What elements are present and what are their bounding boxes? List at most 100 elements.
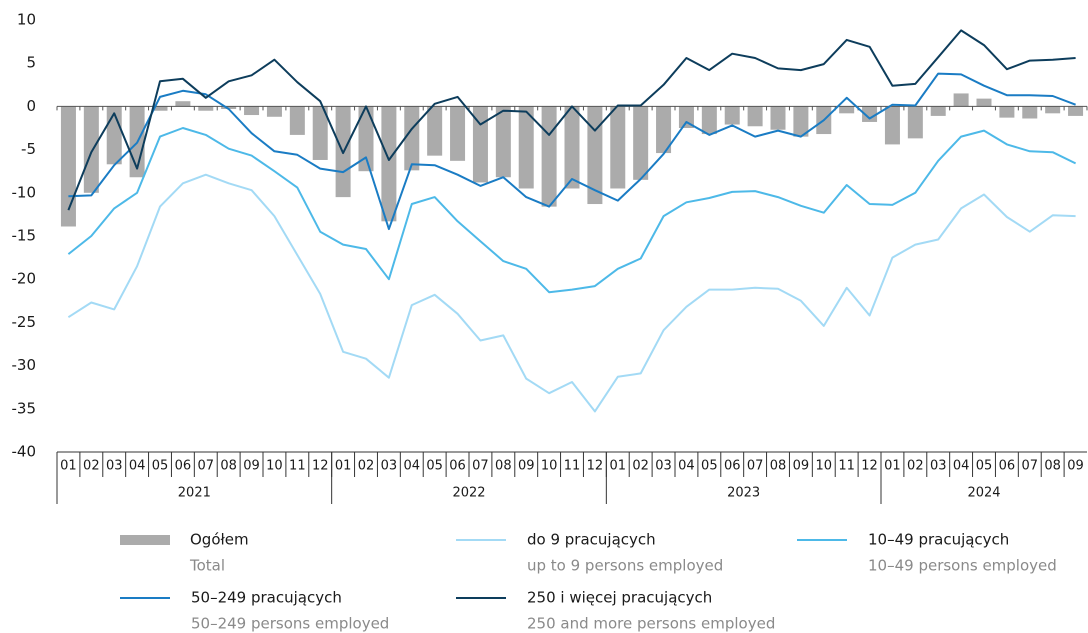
x-tick-label: 05 bbox=[701, 459, 718, 474]
x-tick-label: 04 bbox=[404, 459, 421, 474]
bar bbox=[587, 106, 603, 205]
bar bbox=[83, 106, 99, 193]
y-tick-label: -10 bbox=[12, 183, 37, 201]
bar bbox=[770, 106, 786, 130]
bar bbox=[747, 106, 763, 127]
bar bbox=[266, 106, 282, 117]
x-tick-label: 02 bbox=[632, 459, 649, 474]
x-tick-label: 04 bbox=[953, 459, 970, 474]
y-tick-label: 10 bbox=[17, 11, 36, 29]
x-tick-label: 08 bbox=[495, 459, 512, 474]
bar bbox=[198, 106, 214, 111]
bar bbox=[999, 106, 1015, 118]
x-tick-label: 01 bbox=[610, 459, 627, 474]
x-tick-label: 07 bbox=[1022, 459, 1039, 474]
legend-sublabel: up to 9 persons employed bbox=[527, 557, 723, 575]
bar bbox=[152, 106, 168, 111]
x-tick-label: 03 bbox=[655, 459, 672, 474]
y-tick-label: 0 bbox=[26, 97, 36, 115]
bar bbox=[564, 106, 580, 189]
bar bbox=[1022, 106, 1038, 119]
x-tick-label: 08 bbox=[1044, 459, 1061, 474]
legend-label: do 9 pracujących bbox=[527, 531, 656, 549]
bar bbox=[884, 106, 900, 145]
bar bbox=[289, 106, 305, 135]
bar bbox=[678, 106, 694, 128]
x-tick-label: 03 bbox=[381, 459, 398, 474]
legend-label: 250 i więcej pracujących bbox=[527, 589, 712, 607]
x-tick-label: 01 bbox=[884, 459, 901, 474]
x-tick-label: 02 bbox=[83, 459, 100, 474]
bar bbox=[701, 106, 717, 135]
bar bbox=[610, 106, 626, 189]
legend-sublabel: 250 and more persons employed bbox=[527, 615, 775, 633]
bar bbox=[427, 106, 443, 156]
x-tick-label: 06 bbox=[175, 459, 192, 474]
x-tick-label: 01 bbox=[335, 459, 352, 474]
year-label: 2023 bbox=[727, 486, 760, 501]
x-tick-label: 01 bbox=[60, 459, 77, 474]
x-tick-label: 12 bbox=[312, 459, 329, 474]
legend-sublabel: 10–49 persons employed bbox=[868, 557, 1057, 575]
bar bbox=[1068, 106, 1084, 116]
x-tick-label: 12 bbox=[587, 459, 604, 474]
x-tick-label: 02 bbox=[358, 459, 375, 474]
y-tick-label: 5 bbox=[26, 54, 36, 72]
x-tick-label: 04 bbox=[129, 459, 146, 474]
x-tick-label: 05 bbox=[426, 459, 443, 474]
bar bbox=[953, 93, 969, 107]
bar bbox=[976, 98, 992, 107]
series-line bbox=[68, 72, 1076, 231]
x-tick-label: 05 bbox=[976, 459, 993, 474]
legend-label: Ogółem bbox=[190, 531, 249, 549]
bar bbox=[358, 106, 374, 172]
x-tick-label: 06 bbox=[724, 459, 741, 474]
x-tick-label: 05 bbox=[152, 459, 169, 474]
x-tick-label: 11 bbox=[564, 459, 581, 474]
bar bbox=[724, 106, 740, 125]
x-tick-label: 07 bbox=[472, 459, 489, 474]
bar bbox=[793, 106, 809, 137]
series-line bbox=[67, 29, 1076, 211]
bar bbox=[862, 106, 878, 122]
series-line bbox=[67, 173, 1076, 413]
x-tick-label: 10 bbox=[266, 459, 283, 474]
x-tick-label: 09 bbox=[243, 459, 260, 474]
x-tick-label: 09 bbox=[793, 459, 810, 474]
bar bbox=[633, 106, 649, 180]
y-tick-label: -35 bbox=[12, 399, 37, 417]
bar bbox=[907, 106, 923, 139]
y-tick-label: -40 bbox=[12, 443, 37, 461]
legend-swatch bbox=[120, 535, 170, 545]
y-tick-label: -25 bbox=[12, 313, 37, 331]
x-tick-label: 11 bbox=[838, 459, 855, 474]
y-tick-label: -15 bbox=[12, 227, 37, 245]
legend-sublabel: Total bbox=[189, 557, 225, 575]
x-tick-label: 10 bbox=[541, 459, 558, 474]
bar bbox=[495, 106, 511, 178]
legend-sublabel: 50–249 persons employed bbox=[191, 615, 389, 633]
x-tick-label: 03 bbox=[106, 459, 123, 474]
x-tick-label: 09 bbox=[518, 459, 535, 474]
bar bbox=[244, 106, 260, 116]
x-tick-label: 08 bbox=[220, 459, 237, 474]
x-tick-label: 04 bbox=[678, 459, 695, 474]
y-tick-label: -5 bbox=[21, 140, 36, 158]
bar bbox=[930, 106, 946, 116]
bar bbox=[472, 106, 488, 183]
x-tick-label: 11 bbox=[289, 459, 306, 474]
x-tick-label: 12 bbox=[861, 459, 878, 474]
year-label: 2021 bbox=[178, 486, 211, 501]
x-tick-label: 10 bbox=[816, 459, 833, 474]
year-label: 2022 bbox=[452, 486, 485, 501]
x-tick-label: 03 bbox=[930, 459, 947, 474]
bar bbox=[1045, 106, 1061, 114]
bar bbox=[656, 106, 672, 154]
bar bbox=[175, 101, 191, 107]
y-tick-label: -30 bbox=[12, 356, 37, 374]
bar bbox=[312, 106, 328, 160]
bar bbox=[221, 106, 237, 109]
series-line bbox=[67, 127, 1077, 294]
y-tick-label: -20 bbox=[12, 270, 37, 288]
